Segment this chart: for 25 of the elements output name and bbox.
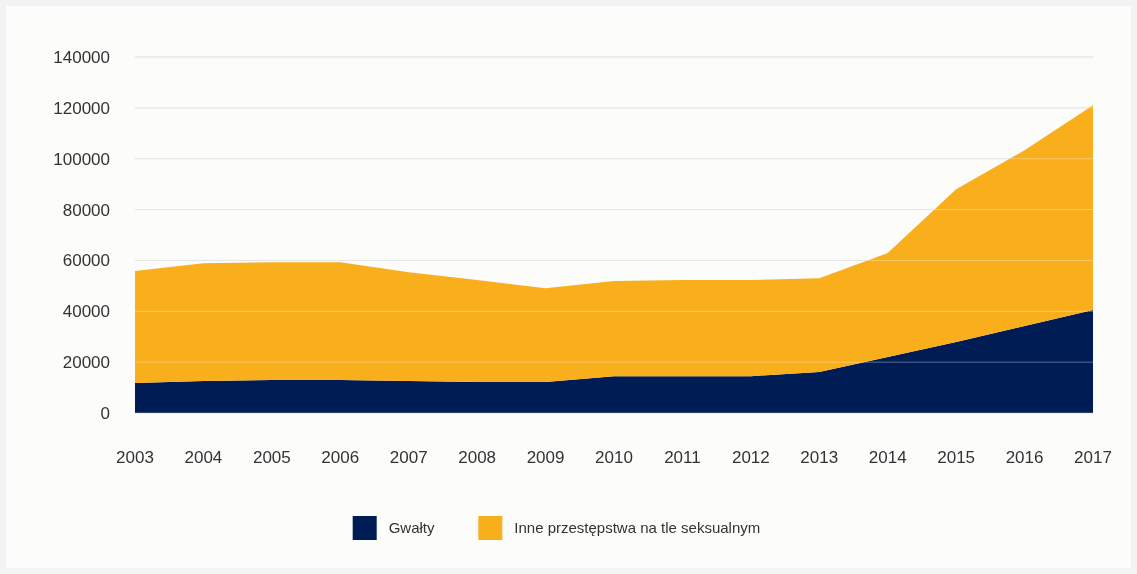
y-tick-label: 100000 [53, 149, 110, 169]
x-tick-label: 2010 [595, 448, 633, 467]
x-tick-label: 2008 [458, 448, 497, 467]
x-tick-label: 2011 [664, 448, 701, 467]
y-tick-label: 0 [100, 403, 110, 423]
x-tick-label: 2009 [526, 448, 565, 467]
legend-label: Inne przestępstwa na tle seksualnym [514, 519, 761, 537]
x-tick-label: 2007 [389, 448, 428, 467]
x-tick-label: 2014 [868, 448, 907, 467]
y-tick-label: 20000 [62, 353, 110, 373]
y-tick-label: 60000 [62, 251, 110, 271]
legend-label: Gwałty [388, 519, 436, 537]
x-tick-label: 2012 [731, 448, 770, 467]
y-tick-label: 140000 [53, 47, 110, 67]
y-tick-label: 80000 [62, 200, 110, 220]
x-tick-label: 2017 [1074, 448, 1112, 467]
x-tick-label: 2004 [184, 448, 223, 467]
x-tick-label: 2016 [1005, 448, 1044, 467]
x-tick-label: 2003 [116, 448, 154, 467]
y-tick-label: 40000 [62, 302, 110, 322]
x-tick-label: 2013 [800, 448, 839, 467]
x-tick-label: 2005 [252, 448, 291, 467]
y-tick-label: 120000 [53, 98, 110, 118]
x-tick-label: 2006 [321, 448, 360, 467]
x-tick-label: 2015 [937, 448, 976, 467]
